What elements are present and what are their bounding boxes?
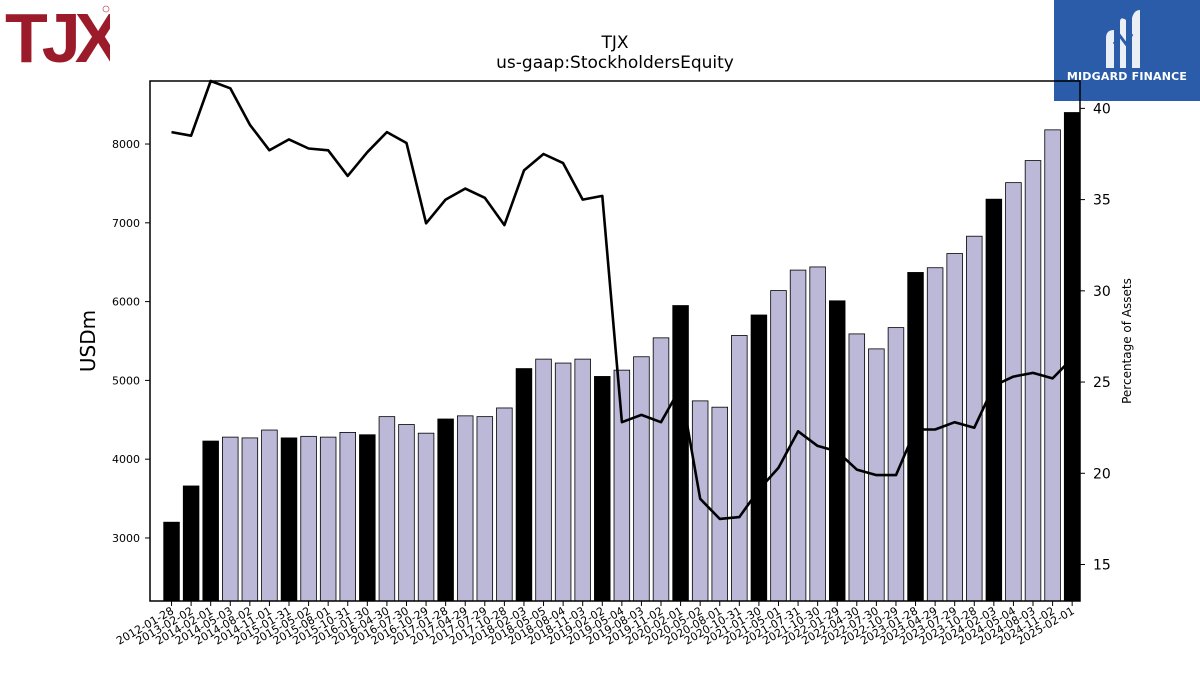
left-tick-label: 3000 xyxy=(112,532,140,545)
bar xyxy=(241,437,259,602)
bar xyxy=(280,437,298,602)
right-tick-label: 20 xyxy=(1093,466,1111,482)
y2-axis-label: Percentage of Assets xyxy=(1120,278,1134,404)
bar xyxy=(554,362,572,602)
bar xyxy=(300,435,317,602)
bar xyxy=(261,429,278,602)
bar xyxy=(613,369,631,602)
midgard-logo-mark xyxy=(1106,10,1140,68)
bar xyxy=(1024,160,1042,602)
right-tick-label: 30 xyxy=(1093,284,1111,300)
tjx-logo: TJX xyxy=(5,0,128,77)
left-tick-label: 4000 xyxy=(112,453,140,466)
right-tick-label: 35 xyxy=(1093,193,1111,209)
y-axis-label: USDm xyxy=(76,310,100,372)
bar xyxy=(515,368,533,602)
chart-title: TJX xyxy=(601,33,629,53)
registered-mark-icon xyxy=(102,5,110,13)
bar xyxy=(456,415,474,602)
bar xyxy=(437,418,454,602)
bar xyxy=(946,253,963,602)
bar xyxy=(222,436,239,602)
bar xyxy=(1063,112,1081,602)
bar xyxy=(398,424,415,602)
bar xyxy=(319,436,337,602)
bar xyxy=(182,485,200,602)
bar xyxy=(770,290,787,602)
bar xyxy=(750,314,768,602)
bar xyxy=(417,432,435,602)
chart-subtitle: us-gaap:StockholdersEquity xyxy=(496,53,734,73)
right-tick-label: 15 xyxy=(1093,558,1111,574)
bar xyxy=(378,416,396,602)
bar xyxy=(711,406,728,602)
bar xyxy=(1044,129,1061,602)
bar xyxy=(535,358,552,602)
bar xyxy=(633,356,650,602)
right-tick-label: 25 xyxy=(1093,375,1111,391)
bar xyxy=(691,400,709,602)
bar xyxy=(1005,182,1022,602)
bar xyxy=(339,431,356,602)
bar xyxy=(202,440,219,602)
bar xyxy=(848,333,866,602)
bar xyxy=(652,337,670,602)
bar xyxy=(672,305,689,602)
right-tick-label: 40 xyxy=(1093,101,1111,117)
midgard-finance-logo: MIDGARD FINANCE xyxy=(1054,0,1200,101)
tjx-logo-mark: TJX xyxy=(5,0,128,77)
midgard-logo-text: MIDGARD FINANCE xyxy=(1066,70,1188,83)
bar xyxy=(907,272,924,602)
bar xyxy=(731,335,748,602)
tjx-logo-text: TJX xyxy=(5,4,110,68)
plot-frame xyxy=(149,80,1081,602)
bar xyxy=(163,521,180,602)
bar xyxy=(476,416,494,602)
bar xyxy=(496,407,513,602)
bar xyxy=(809,266,826,602)
bar xyxy=(574,358,591,602)
bar xyxy=(594,376,611,602)
left-tick-label: 7000 xyxy=(112,217,140,230)
left-tick-label: 5000 xyxy=(112,374,140,387)
percentage-line xyxy=(171,79,1074,521)
left-tick-label: 6000 xyxy=(112,296,140,309)
left-tick-label: 8000 xyxy=(112,138,140,151)
bar xyxy=(926,267,944,602)
bar xyxy=(359,434,376,602)
